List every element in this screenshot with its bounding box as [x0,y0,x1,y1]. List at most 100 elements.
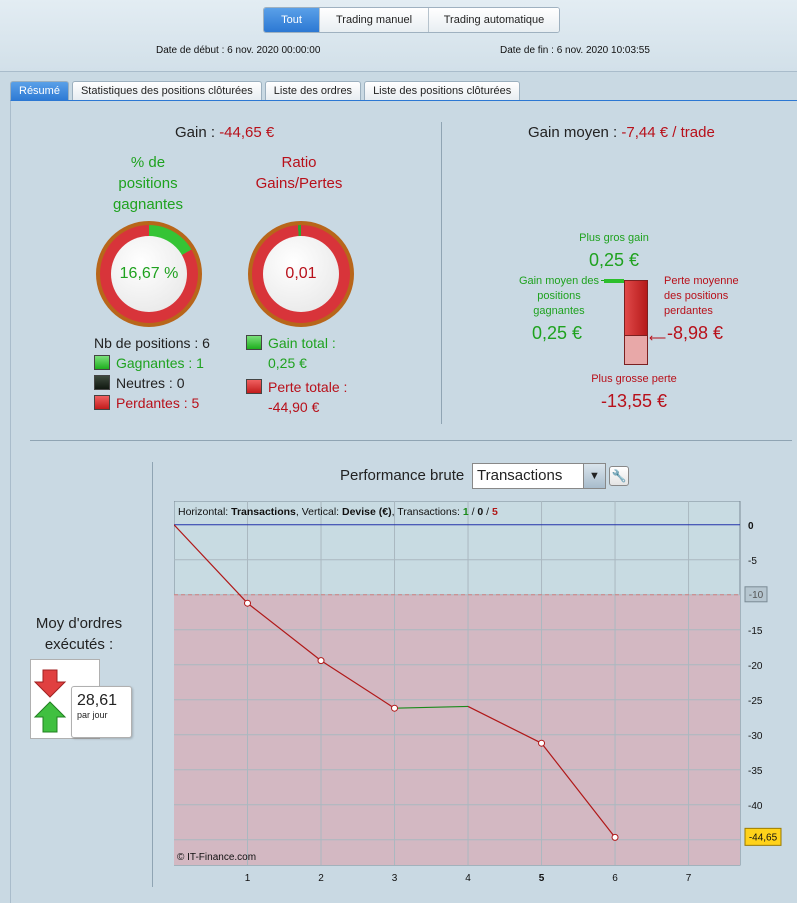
pct-title-line: % de [130,154,166,171]
chart-info-part: , Transactions: [392,506,463,518]
avg-gain-label: Gain moyen : [528,124,622,141]
avg-winning-value: 0,25 € [531,323,583,343]
series-segment [541,742,616,838]
gain-total: Gain total : 0,25 € [246,333,336,373]
perte-totale-swatch [246,379,262,394]
pct-title-line: positions [118,175,178,192]
y-tick-label: -40 [748,801,763,812]
gain-total-value: 0,25 € [268,355,307,371]
tab-orders[interactable]: Liste des ordres [264,81,362,101]
gain-total-label: Gain total : [268,335,336,351]
perf-axis-select-value: Transactions [477,467,563,484]
winning-swatch [94,355,110,370]
vertical-divider [441,122,442,424]
avg-losing-label-line: des positions [664,290,729,302]
avg-winning-label-line: gagnantes [533,305,585,317]
end-date: Date de fin : 6 nov. 2020 10:03:55 [500,45,650,56]
avg-orders-value: 28,61 [77,692,118,709]
ratio-title-line: Gains/Pertes [255,175,343,192]
threshold-label: -10 [749,590,764,601]
chart-info-part: / [469,506,478,518]
series-segment [320,660,395,709]
data-point [611,833,619,841]
x-tick-label: 5 [539,873,545,884]
wrench-icon[interactable]: 🔧 [609,466,629,486]
perte-totale: Perte totale : -44,90 € [246,377,347,417]
ratio-title: Ratio Gains/Pertes [246,152,352,194]
pct-winning-donut: 16,67 % [96,221,202,327]
losing-bar-avg [624,280,648,336]
x-tick-label: 4 [465,873,471,884]
left-divider [152,462,153,887]
avg-orders-label: Moy d'ordres exécutés : [20,613,138,655]
losing-bar-max [624,336,648,365]
chevron-down-icon[interactable]: ▼ [583,464,605,488]
data-point [391,704,399,712]
end-date-value: 6 nov. 2020 10:03:55 [556,45,650,56]
performance-chart: Horizontal: Transactions, Vertical: Devi… [174,501,741,866]
threshold-label-box [744,586,768,603]
chart-info: Horizontal: Transactions, Vertical: Devi… [178,506,498,518]
last-value-label: -44,65 [749,832,778,843]
copyright: © IT-Finance.com [177,852,256,863]
avg-winning-label-line: Gain moyen des [518,275,600,287]
avg-winning-label-line: positions [537,290,581,302]
y-tick-label: -35 [748,766,763,777]
chart-info-part: Transactions [231,506,296,518]
ratio-value: 0,01 [263,236,339,312]
y-tick-label: -15 [748,626,763,637]
x-tick-label: 1 [245,873,251,884]
gain-header: Gain : -44,65 € [175,124,274,141]
chart-info-part: Devise (€) [342,506,392,518]
tab-closed-stats[interactable]: Statistiques des positions clôturées [71,81,262,101]
legend-winning: Gagnantes : 1 [94,353,210,373]
perf-title: Performance brute [340,467,465,484]
perf-axis-select[interactable]: Transactions ▼ [472,463,606,489]
start-date-value: 6 nov. 2020 00:00:00 [227,45,321,56]
buy-sell-arrows-icon [33,669,67,733]
avg-losing-label: Perte moyenne des positions perdantes [664,274,748,319]
start-date-label: Date de début : [156,45,228,56]
avg-gain-header: Gain moyen : -7,44 € / trade [528,124,715,141]
chart-info-part: 5 [492,506,498,518]
mode-manual-button[interactable]: Trading manuel [319,8,428,32]
ratio-title-line: Ratio [281,154,317,171]
mode-all-button[interactable]: Tout [264,8,319,32]
horizontal-divider [30,440,792,441]
ratio-donut: 0,01 [248,221,354,327]
winning-count: Gagnantes : 1 [116,355,204,371]
legend-losing: Perdantes : 5 [94,393,210,413]
pct-title-line: gagnantes [112,196,184,213]
avg-gain-value: -7,44 € / trade [621,124,715,141]
loss-zone [174,594,740,865]
biggest-gain-value: 0,25 € [588,250,640,270]
pct-winning-value: 16,67 % [111,236,187,312]
data-point [538,739,546,747]
avg-losing-value: -8,98 € [667,323,724,343]
perte-totale-label: Perte totale : [268,379,348,395]
tab-summary[interactable]: Résumé [10,81,69,101]
y-tick-label: 0 [748,521,754,532]
winning-bar [604,279,624,283]
avg-orders-label-line: Moy d'ordres [35,615,123,632]
last-value-box [744,827,782,846]
data-point [317,657,325,665]
data-point [244,599,252,607]
positions-legend: Nb de positions : 6 Gagnantes : 1 Neutre… [94,333,210,413]
tab-closed-positions[interactable]: Liste des positions clôturées [364,81,521,101]
avg-winning-label: Gain moyen des positions gagnantes [496,274,622,319]
x-tick-label: 7 [686,873,692,884]
x-tick-label: 2 [318,873,324,884]
biggest-loss-label: Plus grosse perte [591,373,677,385]
y-tick-label: -20 [748,661,763,672]
mode-auto-button[interactable]: Trading automatique [428,8,559,32]
x-tick-label: 6 [612,873,618,884]
biggest-loss-value: -13,55 € [600,391,668,411]
perte-totale-value: -44,90 € [268,399,320,415]
avg-losing-label-line: Perte moyenne [664,275,739,287]
chart-info-part: 0 [477,506,483,518]
series-segment [467,705,542,744]
mode-segmented-control: Tout Trading manuel Trading automatique [263,7,560,33]
legend-neutral: Neutres : 0 [94,373,210,393]
